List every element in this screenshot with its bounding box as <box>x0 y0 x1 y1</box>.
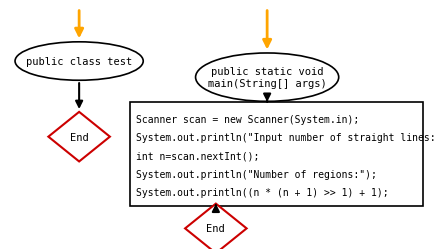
Text: End: End <box>70 132 89 142</box>
Text: System.out.println((n * (n + 1) >> 1) + 1);: System.out.println((n * (n + 1) >> 1) + … <box>136 187 388 197</box>
Polygon shape <box>185 204 247 252</box>
Text: End: End <box>207 224 225 233</box>
FancyBboxPatch shape <box>130 103 423 206</box>
Text: System.out.println("Input number of straight lines:");: System.out.println("Input number of stra… <box>136 132 436 142</box>
Text: public static void
main(String[] args): public static void main(String[] args) <box>208 67 327 89</box>
Text: System.out.println("Number of regions:");: System.out.println("Number of regions:")… <box>136 169 376 179</box>
Text: Scanner scan = new Scanner(System.in);: Scanner scan = new Scanner(System.in); <box>136 114 359 124</box>
Text: public class test: public class test <box>26 57 132 67</box>
Ellipse shape <box>15 43 143 81</box>
Polygon shape <box>48 112 110 162</box>
Ellipse shape <box>196 54 339 102</box>
Text: int n=scan.nextInt();: int n=scan.nextInt(); <box>136 151 259 161</box>
